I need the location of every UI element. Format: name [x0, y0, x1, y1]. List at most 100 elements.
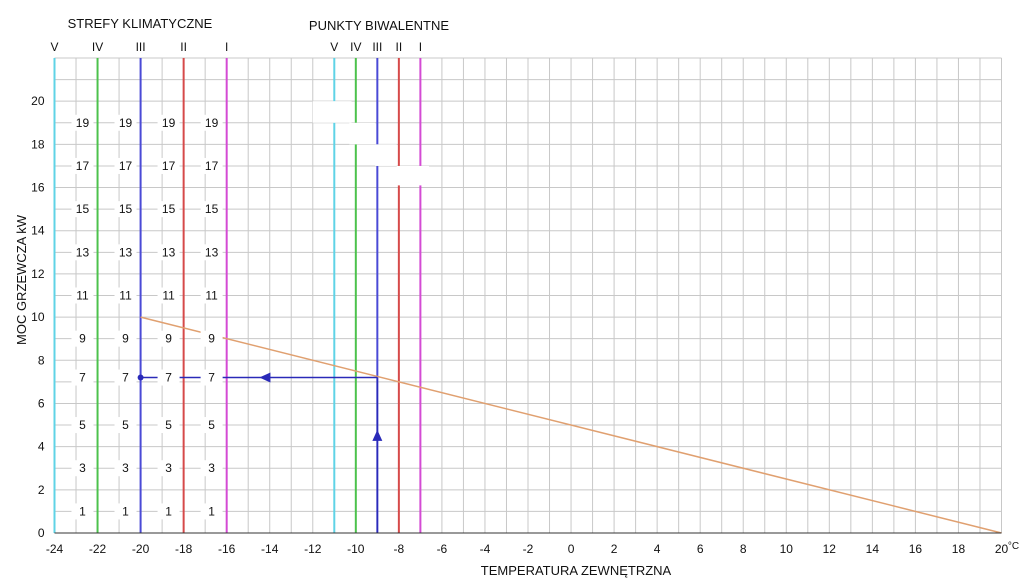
x-tick-label: -6: [437, 542, 448, 556]
x-tick-label: -2: [523, 542, 534, 556]
zone-value-label: 5: [122, 418, 129, 432]
x-unit-label: °C: [1008, 541, 1019, 552]
y-tick-label: 10: [31, 310, 45, 324]
zone-value-label: 5: [165, 418, 172, 432]
zone-value-label: 1: [122, 504, 129, 518]
demand-line: [140, 316, 1002, 534]
zone-value-bg: [157, 287, 180, 304]
grid: [54, 57, 1002, 533]
zone-value-label: 13: [119, 245, 133, 259]
climate-zone-label: II: [180, 40, 187, 54]
zone-value-bg: [71, 244, 94, 261]
zone-value-label: 9: [165, 332, 172, 346]
zone-value-label: 19: [119, 116, 133, 130]
zone-value-bg: [71, 287, 94, 304]
x-tick-label: 2: [611, 542, 618, 556]
zone-value-bg: [200, 503, 223, 520]
zone-value-label: 7: [165, 371, 172, 385]
x-tick-label: 10: [780, 542, 794, 556]
readout-layer: [137, 372, 383, 533]
zone-values: 1357911131517191357911131517191357911131…: [71, 114, 223, 520]
zone-value-bg: [71, 114, 94, 131]
y-tick-label: 18: [31, 137, 45, 151]
x-tick-label: 12: [823, 542, 837, 556]
zone-value-label: 15: [162, 202, 176, 216]
x-tick-label: -24: [46, 542, 64, 556]
zone-value-label: 17: [119, 159, 133, 173]
zone-value-label: 5: [208, 418, 215, 432]
zone-value-label: 11: [162, 289, 175, 303]
climate-zone-label: V: [50, 40, 58, 54]
zone-value-bg: [114, 201, 137, 218]
label-band: [396, 165, 429, 186]
x-tick-label: 6: [697, 542, 704, 556]
zone-value-label: 1: [165, 504, 172, 518]
x-tick-label: 16: [909, 542, 923, 556]
y-axis-label: MOC GRZEWCZA kW: [14, 214, 29, 345]
zone-value-bg: [200, 417, 223, 434]
zone-value-bg: [200, 287, 223, 304]
readout-end-dot: [137, 374, 144, 381]
x-tick-label: 0: [568, 542, 575, 556]
y-tick-label: 16: [31, 181, 45, 195]
zone-value-bg: [200, 114, 223, 131]
bivalent-label-bands: [312, 101, 429, 186]
zone-value-bg: [157, 330, 180, 347]
zone-value-label: 19: [162, 116, 176, 130]
x-tick-label: -22: [89, 542, 107, 556]
zone-value-bg: [114, 244, 137, 261]
zone-value-label: 7: [122, 371, 129, 385]
zone-value-label: 5: [79, 418, 86, 432]
series-layer: [140, 316, 1002, 534]
zone-value-bg: [114, 114, 137, 131]
x-tick-label: 20: [995, 542, 1009, 556]
zone-value-label: 15: [205, 202, 219, 216]
zone-value-label: 9: [208, 332, 215, 346]
y-tick-label: 8: [38, 353, 45, 367]
zone-value-bg: [157, 460, 180, 477]
zone-value-label: 11: [76, 289, 89, 303]
climate-zone-label: I: [225, 40, 228, 54]
zone-value-label: 13: [205, 245, 219, 259]
x-tick-label: -18: [175, 542, 193, 556]
zone-value-bg: [157, 114, 180, 131]
zone-value-bg: [71, 460, 94, 477]
zone-value-bg: [157, 503, 180, 520]
x-tick-label: -14: [261, 542, 279, 556]
title-climate-zones: STREFY KLIMATYCZNE: [68, 16, 213, 31]
bivalent-point-label: II: [396, 40, 403, 54]
zone-value-label: 17: [162, 159, 176, 173]
label-band: [349, 122, 376, 145]
zone-value-bg: [157, 244, 180, 261]
zone-value-label: 11: [119, 289, 132, 303]
zone-value-bg: [71, 330, 94, 347]
x-tick-label: -10: [347, 542, 365, 556]
x-tick-label: -4: [480, 542, 491, 556]
zone-value-bg: [157, 417, 180, 434]
climate-zone-label: IV: [92, 40, 103, 54]
y-tick-label: 2: [38, 483, 45, 497]
zone-value-label: 13: [162, 245, 176, 259]
zone-value-bg: [200, 460, 223, 477]
y-tick-label: 20: [31, 94, 45, 108]
x-tick-label: -20: [132, 542, 150, 556]
zone-value-label: 17: [76, 159, 90, 173]
zone-value-bg: [114, 287, 137, 304]
bivalent-point-label: IV: [350, 40, 361, 54]
zone-value-label: 19: [76, 116, 90, 130]
zone-value-bg: [200, 330, 223, 347]
x-tick-label: -8: [394, 542, 405, 556]
zone-value-label: 3: [208, 461, 215, 475]
zone-value-label: 3: [79, 461, 86, 475]
zone-value-label: 9: [79, 332, 86, 346]
zone-value-bg: [114, 157, 137, 174]
label-band: [375, 144, 397, 166]
zone-headers: V IV III II I V IV III II I: [50, 40, 422, 54]
zone-value-bg: [157, 157, 180, 174]
y-tick-label: 12: [31, 267, 45, 281]
zone-value-bg: [200, 201, 223, 218]
label-band: [312, 101, 352, 123]
x-tick-label: 8: [740, 542, 747, 556]
title-bivalent-points: PUNKTY BIWALENTNE: [309, 18, 449, 33]
